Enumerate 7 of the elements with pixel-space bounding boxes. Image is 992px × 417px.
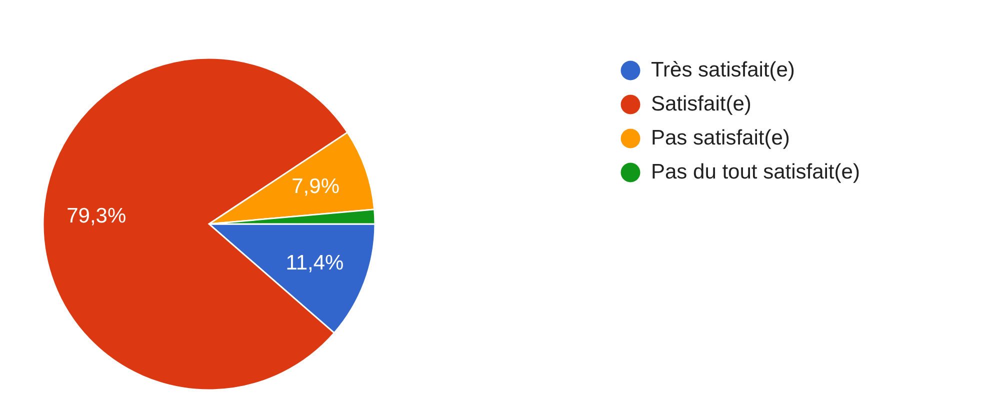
data-label: 11,4% <box>286 252 344 275</box>
legend-label: Pas du tout satisfait(e) <box>651 160 860 184</box>
legend-label: Pas satisfait(e) <box>651 126 790 150</box>
legend-label: Satisfait(e) <box>651 92 752 116</box>
data-label: 79,3% <box>66 204 126 228</box>
data-label: 7,9% <box>292 174 340 198</box>
legend-label: Très satisfait(e) <box>651 58 795 82</box>
